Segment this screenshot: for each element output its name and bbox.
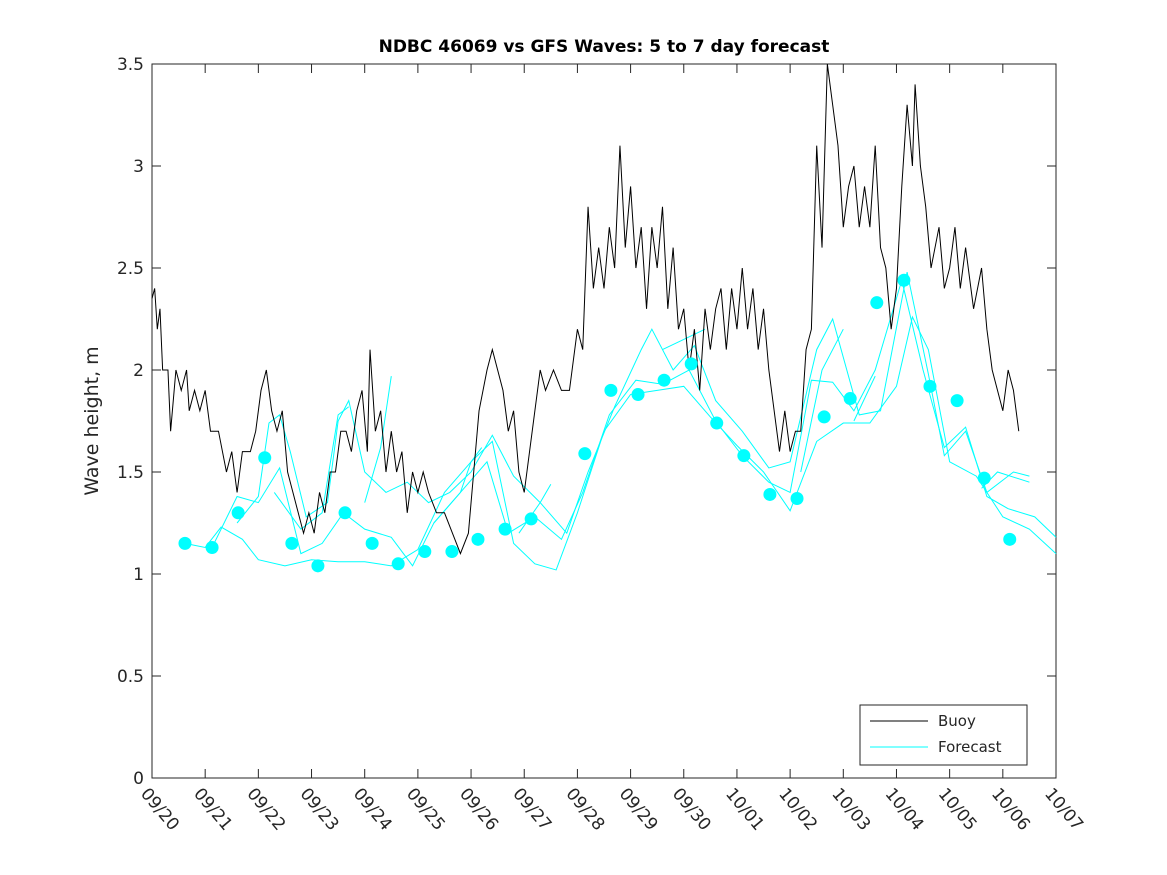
x-tick-label: 09/28 xyxy=(562,784,609,834)
y-tick-label: 0 xyxy=(133,769,144,789)
forecast-line xyxy=(800,328,844,473)
forecast-line xyxy=(853,375,876,422)
x-tick-label: 09/22 xyxy=(243,784,290,834)
forecast-point xyxy=(365,536,379,550)
forecast-point xyxy=(737,449,751,463)
forecast-point xyxy=(604,383,618,397)
legend-forecast-label: Forecast xyxy=(938,738,1002,756)
forecast-point xyxy=(338,506,352,520)
x-tick-label: 09/24 xyxy=(349,784,396,834)
x-tick-label: 09/27 xyxy=(508,784,555,834)
forecast-point xyxy=(1003,532,1017,546)
y-tick-label: 2.5 xyxy=(117,259,144,279)
forecast-line xyxy=(662,328,706,351)
legend-buoy-label: Buoy xyxy=(938,712,976,730)
y-tick-label: 1 xyxy=(133,565,144,585)
x-tick-label: 10/02 xyxy=(774,784,821,834)
forecast-point xyxy=(843,392,857,406)
legend-box xyxy=(859,704,1028,766)
y-tick-label: 0.5 xyxy=(117,667,144,687)
forecast-point xyxy=(710,416,724,430)
forecast-line xyxy=(236,271,1030,535)
buoy-line xyxy=(151,63,1020,555)
x-tick-label: 09/20 xyxy=(136,784,183,834)
x-tick-label: 09/29 xyxy=(615,784,662,834)
forecast-point xyxy=(897,273,911,287)
x-tick-label: 10/06 xyxy=(987,784,1034,834)
forecast-point xyxy=(471,532,485,546)
x-tick-label: 10/04 xyxy=(881,784,928,834)
forecast-point xyxy=(231,506,245,520)
x-tick-label: 09/25 xyxy=(402,784,449,834)
forecast-point xyxy=(418,545,432,559)
y-tick-label: 1.5 xyxy=(117,463,144,483)
forecast-point xyxy=(205,540,219,554)
forecast-point xyxy=(977,471,991,485)
forecast-point xyxy=(391,557,405,571)
forecast-point xyxy=(950,394,964,408)
forecast-point xyxy=(178,536,192,550)
forecast-point xyxy=(578,447,592,461)
x-tick-label: 10/01 xyxy=(721,784,768,834)
forecast-point xyxy=(524,512,538,526)
forecast-point xyxy=(923,379,937,393)
x-tick-label: 10/05 xyxy=(934,784,981,834)
forecast-point xyxy=(311,559,325,573)
x-tick-label: 09/30 xyxy=(668,784,715,834)
forecast-line xyxy=(364,376,392,503)
forecast-line xyxy=(433,447,483,524)
x-tick-label: 10/07 xyxy=(1040,784,1087,834)
y-axis-label: Wave height, m xyxy=(81,346,103,495)
forecast-point xyxy=(498,522,512,536)
series-layer xyxy=(151,63,1057,573)
x-tick-label: 10/03 xyxy=(827,784,874,834)
x-tick-label: 09/23 xyxy=(296,784,343,834)
forecast-point xyxy=(657,373,671,387)
forecast-point xyxy=(684,357,698,371)
forecast-point xyxy=(817,410,831,424)
chart-title: NDBC 46069 vs GFS Waves: 5 to 7 day fore… xyxy=(379,37,830,57)
forecast-point xyxy=(790,492,804,506)
forecast-point xyxy=(631,387,645,401)
forecast-point xyxy=(285,536,299,550)
x-tick-label: 09/21 xyxy=(189,784,236,834)
plot-area xyxy=(151,63,1057,779)
forecast-point xyxy=(445,545,459,559)
forecast-point xyxy=(258,451,272,465)
forecast-point xyxy=(763,487,777,501)
y-tick-label: 3 xyxy=(133,157,144,177)
forecast-point xyxy=(870,296,884,310)
forecast-line xyxy=(273,406,350,530)
y-tick-label: 3.5 xyxy=(117,55,144,75)
legend: Buoy Forecast xyxy=(859,704,1028,766)
x-tick-label: 09/26 xyxy=(455,784,502,834)
forecast-line xyxy=(518,483,552,534)
y-tick-label: 2 xyxy=(133,361,144,381)
